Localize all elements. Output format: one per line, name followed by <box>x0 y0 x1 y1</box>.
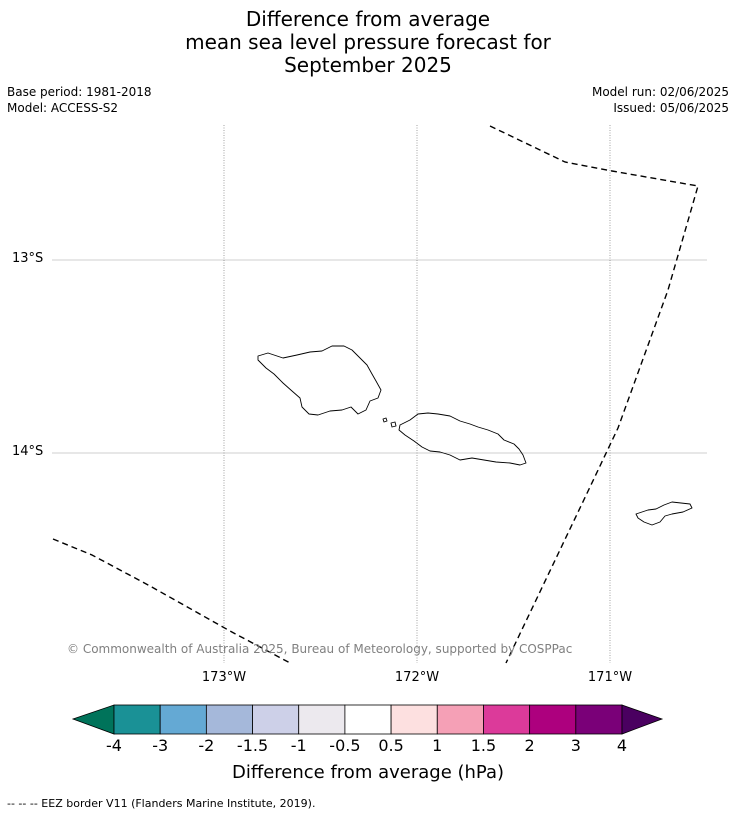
colorbar-tick-label: 4 <box>616 736 628 755</box>
map-gridlines <box>52 259 707 454</box>
colorbar-segment <box>205 704 253 735</box>
colorbar-segment <box>159 704 207 735</box>
colorbar-tick-label: -2 <box>198 736 215 755</box>
colorbar-over-arrow <box>621 704 664 735</box>
tutuila-island <box>635 501 693 526</box>
colorbar-segment <box>344 704 392 735</box>
colorbar-title: Difference from average (hPa) <box>231 762 505 783</box>
colorbar-tick-label: 0.5 <box>378 736 404 755</box>
colorbar-tick-label: -0.5 <box>329 736 361 755</box>
manono-island <box>390 421 397 428</box>
colorbar-tick-label: 1.5 <box>470 736 497 755</box>
colorbar-tick-label: 1 <box>432 736 443 755</box>
colorbar-tick-label: -1 <box>290 736 307 755</box>
upolu-island <box>398 412 527 466</box>
colorbar-segment <box>298 704 346 735</box>
base-period-text: Base period: 1981-2018 <box>7 85 152 99</box>
colorbar-tick-label: 2 <box>524 736 535 755</box>
map-title: Difference from average mean sea level p… <box>0 8 736 77</box>
lon-label-171w: 171°W <box>587 670 633 685</box>
colorbar-segment <box>252 704 300 735</box>
lon-label-172w: 172°W <box>394 670 440 685</box>
meta-right: Model run: 02/06/2025 Issued: 05/06/2025 <box>592 84 729 116</box>
apolima-island <box>382 417 388 423</box>
savaii-island <box>257 345 382 416</box>
colorbar <box>71 704 664 735</box>
lat-label-14s: 14°S <box>12 444 44 459</box>
model-run-text: Model run: 02/06/2025 <box>591 85 729 99</box>
title-line-2: mean sea level pressure forecast for <box>185 30 551 54</box>
eez-legend-note: -- -- -- EEZ border V11 (Flanders Marine… <box>7 797 316 810</box>
lon-label-173w: 173°W <box>201 670 247 685</box>
colorbar-segment <box>113 704 161 735</box>
colorbar-segment <box>529 704 577 735</box>
colorbar-under-arrow <box>71 704 115 735</box>
eez-border-south-west <box>52 538 293 665</box>
title-line-3: September 2025 <box>284 53 452 77</box>
map-meridians <box>223 125 611 663</box>
title-line-1: Difference from average <box>245 7 491 31</box>
colorbar-segment <box>483 704 531 735</box>
copyright-notice: © Commonwealth of Australia 2025, Bureau… <box>67 642 573 656</box>
coastlines <box>257 345 693 526</box>
model-text: Model: ACCESS-S2 <box>7 101 119 115</box>
colorbar-tick-label: -4 <box>106 736 122 755</box>
lat-label-13s: 13°S <box>12 251 44 266</box>
eez-borders <box>52 125 699 665</box>
colorbar-segment <box>575 704 623 735</box>
colorbar-tick-label: -1.5 <box>236 736 269 755</box>
colorbar-segment <box>390 704 438 735</box>
colorbar-tick-label: 3 <box>570 736 581 755</box>
colorbar-segment <box>436 704 484 735</box>
colorbar-tick-label: -3 <box>152 736 169 755</box>
issued-text: Issued: 05/06/2025 <box>613 101 729 115</box>
colorbar-segments <box>113 704 623 735</box>
eez-border-north-east <box>489 125 699 664</box>
meta-left: Base period: 1981-2018 Model: ACCESS-S2 <box>7 84 152 116</box>
